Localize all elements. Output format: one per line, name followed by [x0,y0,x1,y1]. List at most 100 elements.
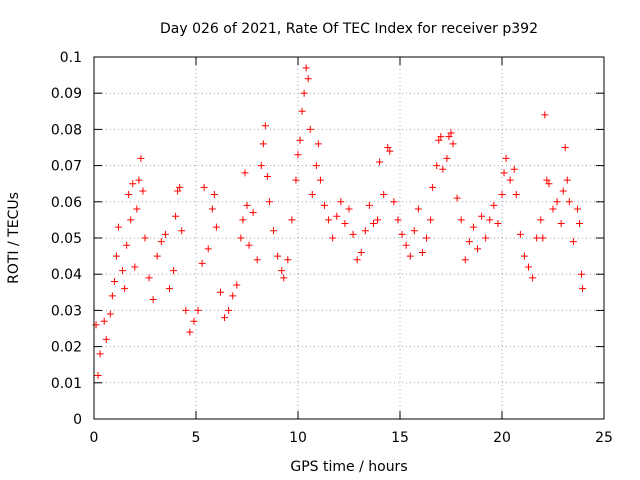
data-point [145,274,153,282]
data-point [433,162,441,170]
axis-ticks: 0 0.01 0.02 0.03 0.04 0.05 0.06 0.07 0.08 0.09 0.1… [51,50,613,446]
data-point [429,183,437,191]
data-point [165,285,173,293]
data-point [198,259,206,267]
data-point [461,256,469,264]
data-point [280,274,288,282]
data-point [325,216,333,224]
data-point [447,129,455,137]
x-tick-label: 15 [391,430,409,446]
data-point [108,292,116,300]
data-point [294,151,302,159]
data-point [486,216,494,224]
data-point [190,317,198,325]
data-point [96,350,104,358]
data-point [300,89,308,97]
data-point [510,165,518,173]
data-point [539,234,547,242]
data-point [100,317,108,325]
data-point [153,252,161,260]
data-point [445,133,453,141]
data-point [172,212,180,220]
data-point [341,220,349,228]
x-tick-label: 25 [595,430,613,446]
data-point [314,140,322,148]
data-point [374,216,382,224]
data-point [502,154,510,162]
y-tick-label: 0.09 [51,86,82,102]
data-point [380,191,388,199]
data-point [423,234,431,242]
data-point [516,230,524,238]
data-point [478,212,486,220]
y-tick-label: 0.04 [51,267,82,283]
data-point [302,64,310,72]
data-point [365,201,373,209]
data-point [345,205,353,213]
y-tick-label: 0.02 [51,340,82,356]
data-point [110,277,118,285]
data-point [274,252,282,260]
data-point [453,194,461,202]
data-point [288,216,296,224]
data-point [500,169,508,177]
data-point [545,180,553,188]
data-point [443,154,451,162]
data-point [402,241,410,249]
data-point [469,223,477,231]
data-point [157,238,165,246]
data-point [265,198,273,206]
y-tick-label: 0.1 [60,50,82,66]
data-point [137,154,145,162]
data-point [559,187,567,195]
data-point [439,165,447,173]
data-point [186,328,194,336]
data-point [123,241,131,249]
data-point [119,267,127,275]
data-point [435,136,443,144]
data-point [308,191,316,199]
data-point [200,183,208,191]
data-point [229,292,237,300]
data-point [106,310,114,318]
data-point [353,256,361,264]
data-point [221,314,229,322]
data-point [225,306,233,314]
data-point [270,227,278,235]
x-tick-label: 5 [192,430,201,446]
data-point [94,372,102,380]
data-point [316,176,324,184]
data-point [553,198,561,206]
data-point [573,205,581,213]
data-point [292,176,300,184]
data-point [563,176,571,184]
data-point [578,270,586,278]
data-point [398,230,406,238]
data-point [482,234,490,242]
data-point [210,191,218,199]
data-point [131,263,139,271]
y-tick-label: 0.01 [51,376,82,392]
data-point [257,162,265,170]
data-point [121,285,129,293]
data-point [557,220,565,228]
data-point [112,252,120,260]
data-point [239,216,247,224]
data-point [182,306,190,314]
data-point [125,191,133,199]
data-points [92,64,587,380]
data-point [529,274,537,282]
data-point [386,147,394,155]
data-point [284,256,292,264]
data-point [149,296,157,304]
data-point [543,176,551,184]
data-point [253,256,261,264]
data-point [376,158,384,166]
data-point [278,267,286,275]
y-tick-label: 0.06 [51,195,82,211]
data-point [304,75,312,83]
x-tick-label: 0 [90,430,99,446]
data-point [525,263,533,271]
data-point [569,238,577,246]
